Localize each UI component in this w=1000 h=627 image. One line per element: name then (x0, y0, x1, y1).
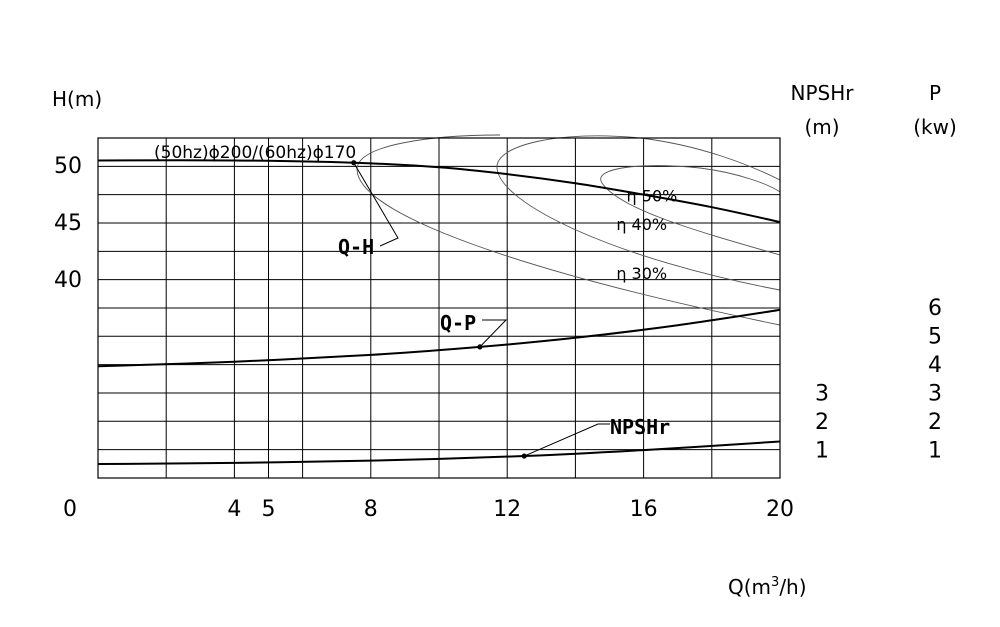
grid-lines (98, 138, 780, 478)
npsh-axis-label-unit: (m) (804, 115, 839, 139)
x-tick-label: 16 (630, 497, 658, 522)
power-tick-label: 5 (928, 325, 942, 350)
power-axis-label-unit: (kw) (913, 115, 957, 139)
x-axis-label: Q(m3/h) (728, 575, 807, 599)
efficiency-curve (356, 134, 781, 326)
efficiency-label: η 40% (616, 215, 667, 234)
series-label-q-p: Q-P (440, 311, 476, 335)
series-line-q-p (97, 308, 781, 368)
efficiency-curve (496, 135, 781, 291)
x-axis-label-unit-tail: /h) (779, 575, 806, 599)
efficiency-label: η 50% (627, 186, 678, 205)
h-tick-label: 45 (54, 211, 82, 236)
power-tick-label: 2 (928, 410, 942, 435)
x-tick-label: 12 (493, 497, 521, 522)
x-tick-label: 0 (63, 497, 77, 522)
x-axis-label-superscript: 3 (771, 575, 779, 590)
x-tick-label: 5 (262, 497, 276, 522)
efficiency-curve (600, 165, 781, 256)
x-tick-label: 4 (227, 497, 241, 522)
plot-frame (97, 137, 781, 479)
series-line-npshr (97, 440, 781, 466)
power-tick-label: 3 (928, 382, 942, 407)
efficiency-curves (356, 134, 781, 326)
h-axis-label: H(m) (52, 87, 102, 111)
impeller-spec-label: (50hz)ϕ200/(60hz)ϕ170 (154, 143, 356, 163)
series-label-q-h: Q-H (338, 235, 374, 259)
leader-line-q-h (353, 162, 399, 247)
leader-line-q-p (479, 319, 508, 348)
power-tick-label: 6 (928, 296, 942, 321)
efficiency-label: η 30% (616, 264, 667, 283)
chart-labels: H(m) NPSHr (m) P (kw) Q(m3/h) (50hz)ϕ200… (52, 81, 957, 599)
power-tick-label: 1 (928, 439, 942, 464)
leader-line-npshr (524, 423, 610, 457)
h-tick-label: 50 (54, 154, 82, 179)
series-line-q-h (97, 159, 781, 223)
npsh-axis-label-name: NPSHr (791, 81, 855, 105)
series-curves: Q-H Q-P NPSHr (97, 159, 781, 466)
npsh-tick-label: 2 (815, 410, 829, 435)
power-axis-label-name: P (929, 81, 941, 105)
npsh-tick-label: 1 (815, 439, 829, 464)
x-tick-label: 8 (364, 497, 378, 522)
power-tick-label: 4 (928, 353, 942, 378)
npsh-tick-label: 3 (815, 382, 829, 407)
series-label-npshr: NPSHr (610, 415, 670, 439)
h-tick-label: 40 (54, 268, 82, 293)
x-tick-label: 20 (766, 497, 794, 522)
